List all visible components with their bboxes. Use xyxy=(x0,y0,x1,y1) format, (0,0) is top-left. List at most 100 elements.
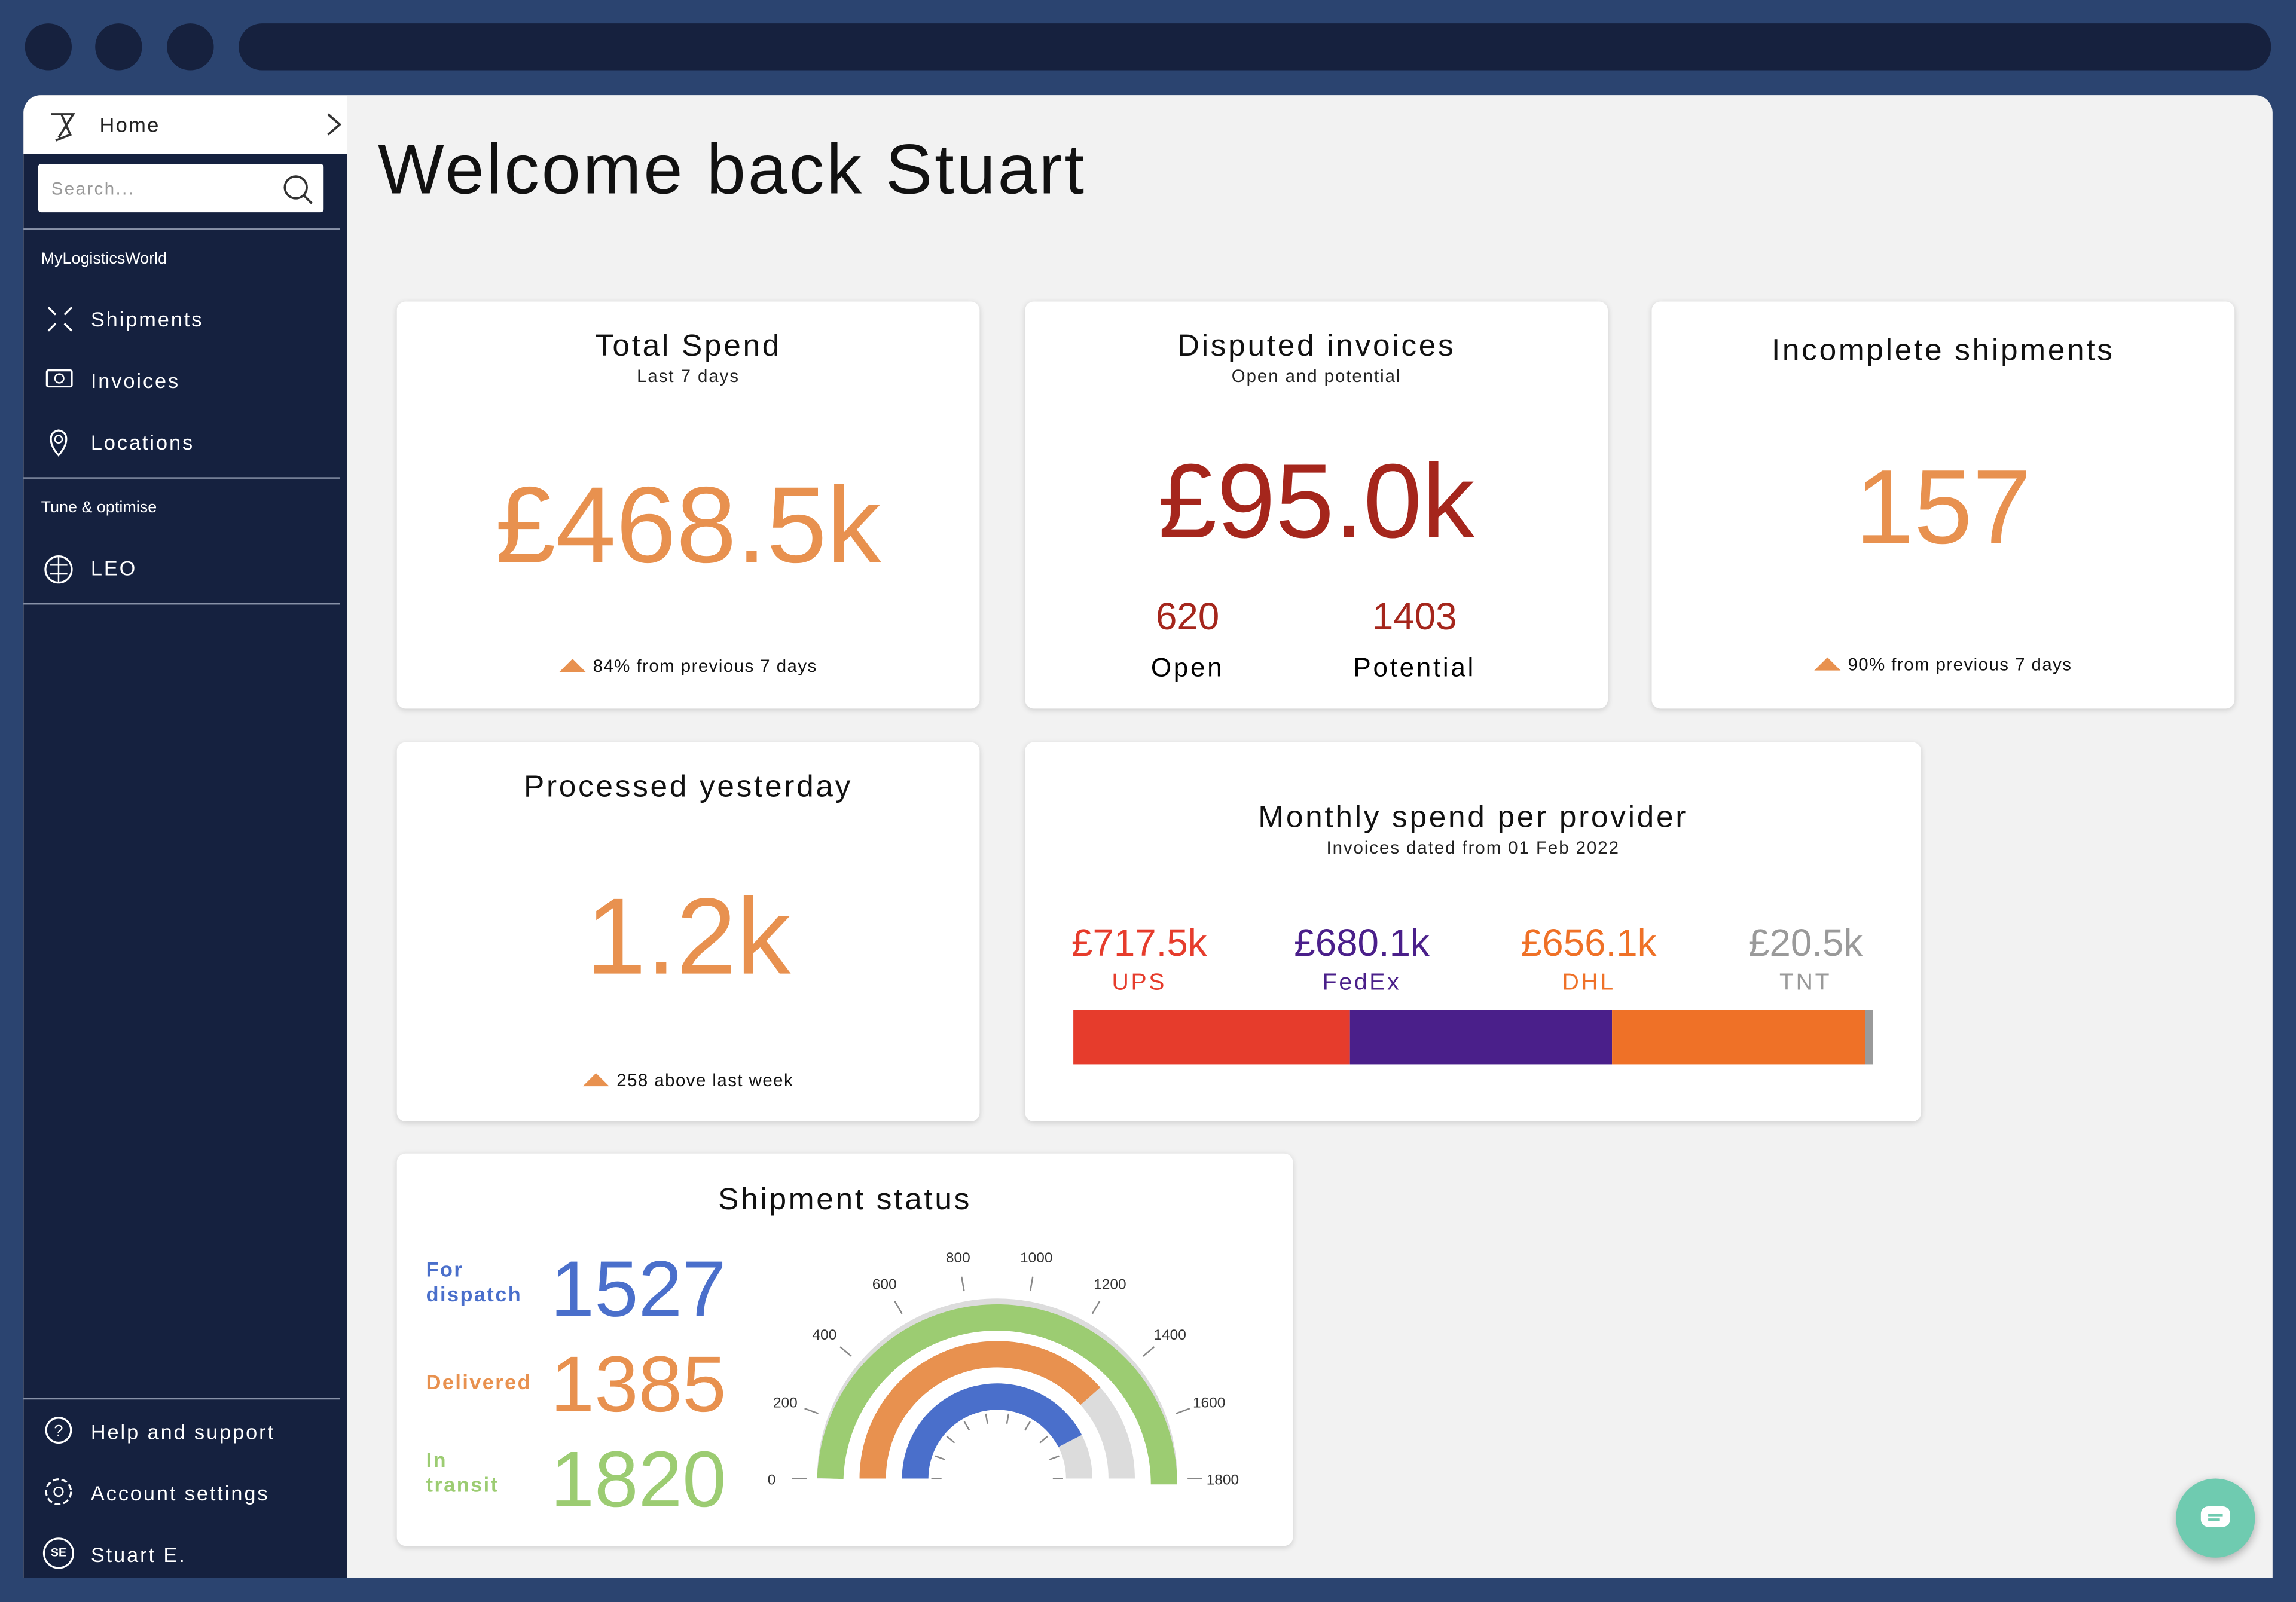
divider xyxy=(23,1398,340,1400)
chevron xyxy=(327,113,342,136)
bar-segment xyxy=(1865,1010,1873,1065)
status-value: 1820 xyxy=(551,1435,726,1524)
tick-label: 800 xyxy=(946,1250,970,1266)
search-placeholder: Search... xyxy=(51,178,135,200)
open-value: 620 xyxy=(1155,594,1220,638)
kpi-change: 90% from previous 7 days xyxy=(1651,655,2234,675)
card-subtitle: Last 7 days xyxy=(637,366,740,387)
tick-label: 1000 xyxy=(1020,1250,1052,1266)
radial-bar xyxy=(859,1341,1101,1479)
open-label: Open xyxy=(1150,653,1225,683)
address-bar[interactable] xyxy=(239,23,2271,71)
window-button[interactable] xyxy=(95,23,142,71)
status-chart: For dispatch 1527 Delivered 1385 In transit 182… xyxy=(426,1245,1239,1524)
search-box[interactable]: Search... xyxy=(38,164,324,213)
category-label: Delivered xyxy=(426,1371,532,1394)
nav-item[interactable]: Account settings xyxy=(90,1481,270,1505)
nav-item[interactable]: Invoices xyxy=(90,369,181,393)
chart-card: Monthly spend per provider Invoices date… xyxy=(1025,742,1922,1121)
sidebar: Home Search... MyLogisticsWorld Shipment… xyxy=(23,95,347,1579)
footer-icons: ? xyxy=(42,1417,75,1569)
inner-tick xyxy=(946,1435,955,1444)
radial-bar xyxy=(817,1304,1177,1485)
page-title: Welcome back Stuart xyxy=(377,132,1086,210)
tick-label: 600 xyxy=(872,1277,897,1293)
divider xyxy=(23,477,340,479)
radial-bar xyxy=(902,1383,1082,1479)
provider-chart: £717.5k UPS £680.1k FedEx £656.1k DHL £20.5k TN… xyxy=(1071,922,1873,1065)
kpi-change: 84% from previous 7 days xyxy=(397,656,980,676)
nav-item[interactable]: LEO xyxy=(90,556,138,580)
tick-label: 1600 xyxy=(1193,1395,1225,1411)
bar-segment xyxy=(1073,1010,1350,1065)
home-label: Home xyxy=(99,112,160,136)
kpi-value: £95.0k xyxy=(1158,444,1475,561)
tick-mark xyxy=(894,1300,903,1314)
nav-icons xyxy=(45,307,73,457)
inner-tick xyxy=(1049,1455,1060,1460)
potential-label: Potential xyxy=(1353,653,1476,683)
status-value: 1527 xyxy=(551,1245,726,1334)
chart-subtitle: Invoices dated from 01 Feb 2022 xyxy=(1326,837,1620,858)
card-title: Disputed invoices xyxy=(1177,329,1456,363)
tick-label: 1200 xyxy=(1094,1277,1126,1293)
home-bar[interactable]: Home xyxy=(23,95,347,154)
card-title: Total Spend xyxy=(594,329,782,363)
value-label: £717.5k xyxy=(1071,922,1207,964)
svg-text:?: ? xyxy=(54,1421,63,1439)
legend-label: DHL xyxy=(1562,970,1615,995)
tick-label: 400 xyxy=(812,1327,836,1343)
chat-button[interactable] xyxy=(2176,1478,2255,1558)
kpi-value: 1.2k xyxy=(585,875,791,997)
nav-item[interactable]: Help and support xyxy=(90,1420,275,1444)
inner-tick xyxy=(963,1421,970,1431)
kpi-value: 157 xyxy=(1855,449,2031,567)
category-label: In transit xyxy=(426,1449,499,1497)
inner-tick xyxy=(1024,1421,1031,1431)
section-label: Tune & optimise xyxy=(41,499,157,517)
tick-mark xyxy=(1176,1408,1190,1414)
tick-label: 1800 xyxy=(1207,1472,1239,1488)
card-title: Incomplete shipments xyxy=(1771,334,2115,368)
nav-item[interactable]: Stuart E. xyxy=(90,1543,187,1567)
card-title: Processed yesterday xyxy=(523,770,853,804)
chart-title: Shipment status xyxy=(718,1182,972,1217)
nav-item[interactable]: Locations xyxy=(90,430,195,454)
tick-mark xyxy=(1029,1276,1034,1292)
divider xyxy=(23,228,340,230)
avatar: SE xyxy=(50,1546,67,1560)
nav-item[interactable]: Shipments xyxy=(90,307,204,331)
leo-icon xyxy=(44,555,73,584)
value-label: £680.1k xyxy=(1294,922,1430,964)
category-label: For dispatch xyxy=(426,1259,523,1307)
inner-tick xyxy=(985,1413,988,1424)
section-label: MyLogisticsWorld xyxy=(41,250,167,268)
tick-mark xyxy=(961,1276,965,1292)
chart-title: Monthly spend per provider xyxy=(1258,800,1689,834)
kpi-value: £468.5k xyxy=(495,464,881,586)
chat-icon xyxy=(2200,1506,2230,1527)
card-subtitle: Open and potential xyxy=(1231,366,1402,387)
kpi-card: Incomplete shipments 157 90% from previo… xyxy=(1651,301,2235,709)
window-button[interactable] xyxy=(25,23,72,71)
kpi-card: Processed yesterday 1.2k 258 above last … xyxy=(396,742,980,1121)
value-label: £656.1k xyxy=(1521,922,1657,964)
legend-label: FedEx xyxy=(1323,970,1402,995)
tick-label: 200 xyxy=(773,1395,798,1411)
kpi-change: 258 above last week xyxy=(397,1070,980,1090)
bar-segment xyxy=(1349,1010,1613,1065)
window-button[interactable] xyxy=(167,23,214,71)
inner-tick xyxy=(1039,1435,1048,1444)
kpi-card: Total Spend Last 7 days £468.5k 84% from… xyxy=(396,301,980,709)
search-icon xyxy=(283,175,313,204)
tick-label: 1400 xyxy=(1153,1327,1186,1343)
tick-mark xyxy=(1142,1346,1155,1357)
tick-label: 0 xyxy=(768,1472,776,1488)
inner-tick xyxy=(935,1455,945,1460)
legend-label: UPS xyxy=(1112,970,1167,995)
divider xyxy=(23,603,340,605)
legend-label: TNT xyxy=(1779,970,1831,995)
inner-tick xyxy=(1006,1413,1010,1424)
